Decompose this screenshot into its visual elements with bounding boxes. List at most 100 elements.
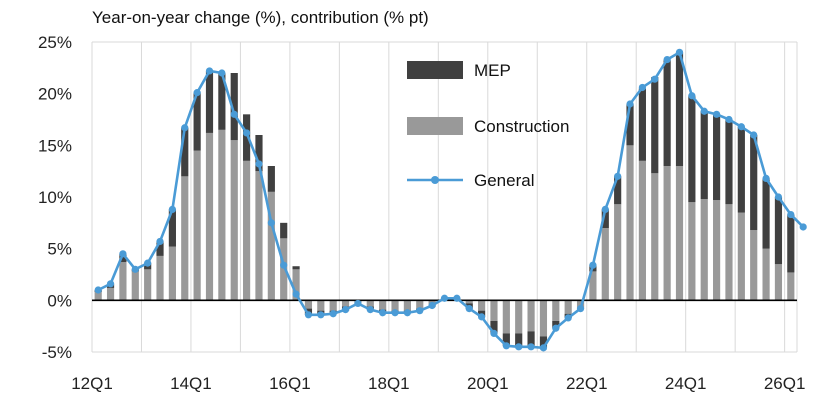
bar-construction [379, 300, 387, 310]
legend-label: General [474, 171, 534, 190]
bar-construction [515, 300, 523, 334]
bar-construction [94, 292, 102, 301]
point-general [366, 306, 374, 314]
point-general [403, 309, 411, 317]
legend-marker [431, 176, 439, 184]
bar-construction [255, 171, 263, 301]
point-general [453, 294, 461, 302]
point-general [379, 309, 387, 317]
point-general [787, 210, 795, 219]
bar-construction [267, 191, 275, 301]
bar-construction [465, 300, 473, 304]
point-general [440, 294, 449, 302]
point-general [354, 299, 362, 308]
point-general [280, 261, 288, 269]
x-tick-label: 18Q1 [368, 374, 410, 393]
bar-mep [737, 126, 745, 213]
point-general [478, 313, 486, 321]
bar-mep [601, 209, 609, 228]
line-general [97, 51, 805, 350]
bar-construction [774, 264, 783, 301]
bar-construction [144, 269, 152, 301]
bar-construction [292, 269, 300, 301]
bar-construction [329, 300, 337, 311]
bar-construction [614, 204, 622, 301]
point-general [502, 342, 510, 350]
bar-construction [341, 300, 350, 307]
point-general [675, 48, 684, 56]
bar-mep [181, 127, 189, 177]
bar-construction [564, 300, 572, 314]
bar-construction [552, 300, 560, 321]
bar-construction [688, 202, 696, 301]
point-general [341, 306, 350, 314]
bar-construction [787, 272, 795, 301]
point-general [589, 261, 597, 269]
x-tick-label: 12Q1 [71, 374, 113, 393]
bar-mep [713, 114, 721, 201]
bar-mep [688, 95, 696, 203]
bar-construction [762, 248, 770, 301]
legend-swatch [407, 117, 463, 135]
legend-label: MEP [474, 61, 511, 80]
bar-construction [638, 160, 646, 301]
bar-construction [106, 287, 115, 301]
point-general [119, 250, 127, 258]
point-general [737, 123, 745, 131]
point-general [564, 314, 572, 322]
bar-mep [663, 59, 671, 166]
point-general [428, 301, 436, 310]
point-general [193, 89, 201, 97]
point-general [688, 92, 696, 100]
point-general [626, 100, 634, 108]
x-tick-label: 24Q1 [665, 374, 707, 393]
point-general [255, 160, 263, 168]
bar-construction [168, 246, 176, 301]
point-general [218, 69, 226, 77]
bar-mep [230, 73, 238, 141]
bar-construction [304, 300, 313, 309]
bar-construction [243, 160, 251, 301]
bar-mep [255, 135, 263, 172]
bar-mep [700, 111, 708, 200]
legend: MEP Construction General [407, 61, 569, 190]
y-tick-label: 15% [38, 136, 72, 155]
bar-mep [267, 166, 275, 192]
y-tick-label: 25% [38, 33, 72, 52]
bar-construction [280, 238, 288, 301]
point-general [725, 115, 733, 124]
point-general [391, 309, 399, 317]
bar-mep [638, 88, 646, 161]
bar-construction [391, 300, 399, 311]
point-general [552, 324, 560, 332]
x-tick-labels: 12Q1 14Q1 16Q1 18Q1 20Q1 22Q1 24Q1 26Q1 [71, 374, 805, 393]
point-general [515, 343, 523, 351]
bar-construction [416, 300, 424, 309]
point-general [576, 305, 585, 313]
bar-mep [651, 77, 659, 174]
point-general [292, 290, 300, 298]
bar-mep [156, 241, 164, 256]
point-general [416, 307, 424, 315]
x-tick-label: 20Q1 [467, 374, 509, 393]
point-general [663, 55, 671, 64]
point-general [700, 107, 708, 115]
point-general [762, 174, 770, 182]
bar-mep [292, 266, 300, 270]
point-general [614, 172, 622, 180]
bar-construction [502, 300, 510, 334]
point-general [465, 305, 473, 313]
chart-title: Year-on-year change (%), contribution (%… [92, 8, 429, 27]
bar-construction [205, 132, 214, 301]
bar-construction [589, 271, 597, 301]
bar-mep [614, 176, 622, 205]
bar-construction [131, 271, 139, 301]
y-tick-labels: 25% 20% 15% 10% 5% 0% -5% [38, 33, 72, 362]
bar-mep [675, 52, 684, 167]
bar-construction [478, 300, 486, 311]
y-tick-label: 10% [38, 188, 72, 207]
point-general [750, 131, 758, 139]
point-general [490, 329, 498, 337]
